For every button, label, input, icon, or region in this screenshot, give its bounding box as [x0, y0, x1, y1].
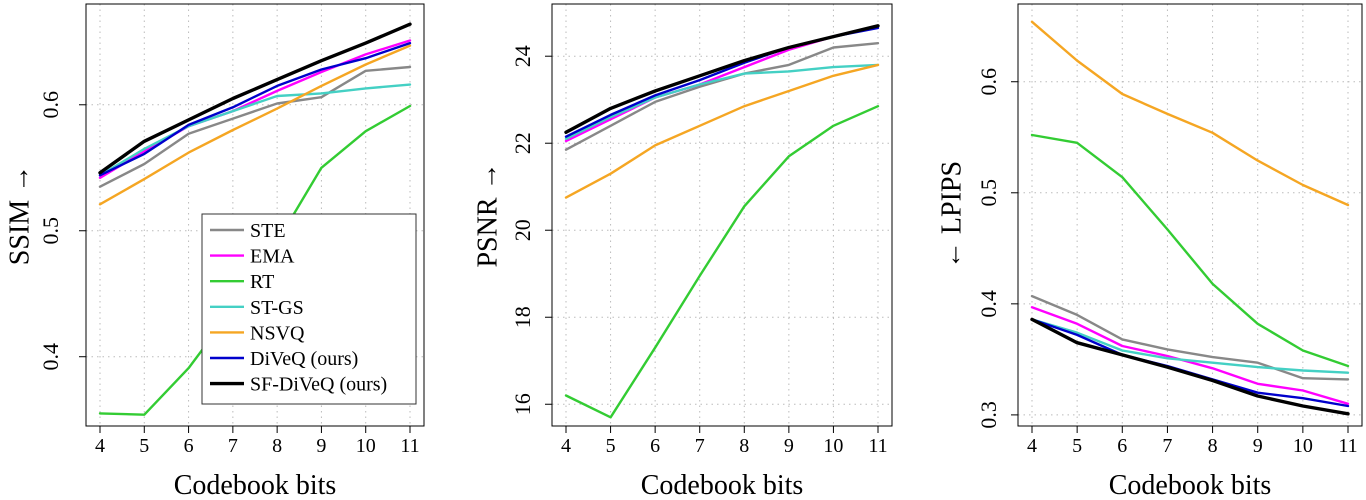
x-tick-label: 11	[400, 435, 419, 457]
y-axis-title: SSIM →	[5, 165, 36, 265]
x-tick-label: 9	[1253, 435, 1263, 457]
y-tick-label: 0.4	[38, 343, 63, 371]
legend-label-7: SF-DiVeQ (ours)	[250, 374, 387, 396]
x-tick-label: 5	[139, 435, 149, 457]
y-tick-label: 0.6	[38, 91, 63, 119]
plot-frame	[1017, 3, 1363, 427]
legend-label-3: RT	[250, 271, 274, 293]
x-tick-label: 7	[228, 435, 238, 457]
y-tick-label: 0.5	[976, 179, 1001, 207]
legend-label-5: NSVQ	[250, 322, 305, 344]
series-line-5	[98, 44, 412, 206]
x-tick-label: 7	[1162, 435, 1172, 457]
series-line-3	[564, 104, 880, 419]
y-tick-label: 0.6	[976, 68, 1001, 96]
y-axis-title: PSNR →	[473, 162, 504, 267]
series-line-4	[564, 63, 880, 141]
series-line-2	[1030, 306, 1350, 405]
plot-frame	[85, 3, 425, 427]
y-tick-label: 0.4	[976, 290, 1001, 318]
series-line-5	[564, 63, 880, 199]
x-tick-label: 4	[95, 435, 105, 457]
legend-label-2: EMA	[250, 246, 295, 268]
x-tick-label: 7	[695, 435, 705, 457]
x-tick-label: 6	[650, 435, 660, 457]
x-tick-label: 6	[184, 435, 194, 457]
legend-label-4: ST-GS	[250, 297, 304, 319]
series-line-4	[1030, 318, 1350, 374]
x-axis-title: Codebook bits	[1109, 470, 1272, 500]
series-line-1	[98, 65, 412, 188]
x-tick-label: 5	[1072, 435, 1082, 457]
legend-label-1: STE	[250, 220, 286, 242]
legend: STE EMA RT ST-GS NSVQ DiVeQ (ours) SF-DiVeQ (o…	[201, 213, 417, 405]
series-line-1	[1030, 294, 1350, 381]
series-line-7	[564, 24, 880, 135]
x-tick-label: 10	[823, 435, 843, 457]
series-line-3	[1030, 133, 1350, 368]
x-tick-label: 4	[561, 435, 571, 457]
x-tick-label: 8	[739, 435, 749, 457]
x-tick-label: 6	[1117, 435, 1127, 457]
series-line-6	[564, 26, 880, 138]
series-line-5	[1030, 20, 1350, 207]
x-tick-label: 8	[272, 435, 282, 457]
x-axis-title: Codebook bits	[641, 470, 804, 500]
legend-box	[201, 213, 417, 405]
series-line-7	[1030, 317, 1350, 416]
series-line-6	[98, 41, 412, 177]
x-tick-label: 8	[1208, 435, 1218, 457]
legend-label-6: DiVeQ (ours)	[250, 348, 358, 370]
x-tick-label: 11	[1338, 435, 1357, 457]
plot-frame	[551, 3, 893, 427]
y-tick-label: 0.3	[976, 401, 1001, 429]
y-tick-label: 24	[510, 45, 535, 67]
y-tick-label: 16	[510, 393, 535, 415]
y-tick-label: 22	[510, 132, 535, 154]
series-line-7	[98, 22, 412, 175]
x-tick-label: 10	[1293, 435, 1313, 457]
x-tick-label: 5	[606, 435, 616, 457]
y-tick-label: 18	[510, 306, 535, 328]
x-tick-label: 9	[784, 435, 794, 457]
x-tick-label: 11	[868, 435, 887, 457]
x-axis-title: Codebook bits	[174, 470, 337, 500]
x-tick-label: 10	[356, 435, 376, 457]
chart-panel-3: 4 5 6 7 8 9 10 11 0.3 0.4 0.5 0.6 Codebook bits ← LPI…	[937, 3, 1363, 500]
x-tick-label: 4	[1027, 435, 1037, 457]
series-line-4	[98, 83, 412, 177]
y-axis-title: ← LPIPS	[937, 161, 968, 269]
series-line-2	[98, 39, 412, 180]
y-tick-label: 0.5	[38, 217, 63, 245]
series-line-1	[564, 42, 880, 151]
y-tick-label: 20	[510, 219, 535, 241]
chart-panel-2: 4 5 6 7 8 9 10 11 16 18 20 22 24 Codebook bits PSNR →	[473, 3, 893, 500]
x-tick-label: 9	[316, 435, 326, 457]
